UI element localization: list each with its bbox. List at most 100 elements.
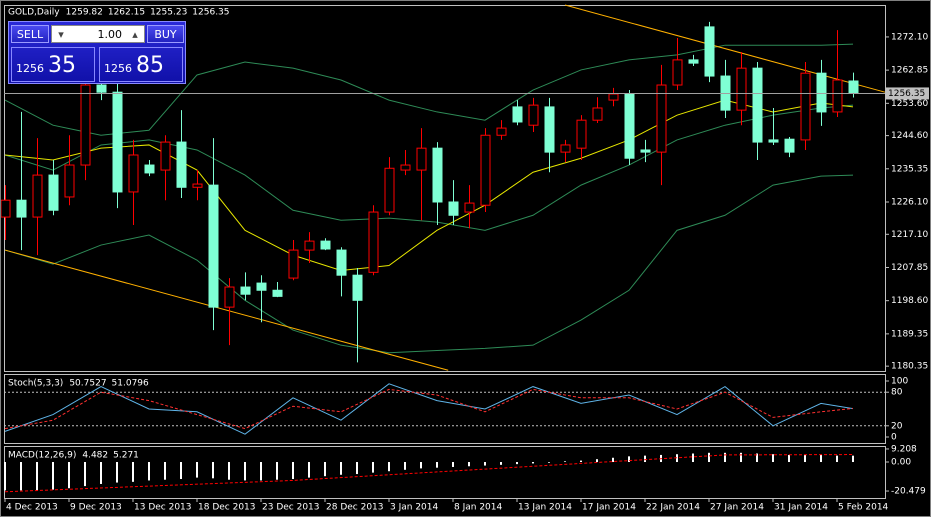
candle-body [96,84,107,93]
y-tick-label: 1253.60 [891,99,928,109]
stochastic-line [4,383,854,435]
y-tick-label: 0.00 [891,458,911,468]
macd-bar [420,462,422,469]
macd-bar [388,462,390,472]
sell-button[interactable]: SELL [11,25,49,43]
y-tick-label: 1272.10 [891,32,928,42]
y-tick-label: 1198.60 [891,296,928,306]
header-value: 4.482 [82,451,108,461]
candle-body [560,144,571,153]
macd-bar [468,462,470,467]
header-value: 5.271 [113,451,139,461]
stochastic-line [4,388,854,430]
candle-body [368,211,379,273]
macd-bar [212,462,214,479]
candle-body [752,67,763,143]
y-tick-label: 1217.10 [891,230,928,240]
candle-body [48,174,59,211]
candle-body [240,286,251,295]
candle-body [64,164,75,198]
candle-body [656,84,667,153]
macd-bar [852,455,854,463]
macd-bar [276,462,278,480]
y-tick-label: 0 [891,433,897,443]
candle-body [320,240,331,250]
bid-pips: 35 [48,53,76,78]
candle-body [608,93,619,101]
macd-bar [308,462,310,478]
candle-body [256,282,267,291]
candle-body [336,249,347,276]
y-tick-label: 1180.35 [891,362,928,372]
macd-bar [164,462,166,480]
macd-bar [68,462,70,489]
candle-body [400,164,411,171]
y-tick-label: 20 [891,421,903,431]
candle-body [640,149,651,153]
candle-body [688,59,699,64]
candle-body [576,119,587,149]
y-tick-label: 100 [891,377,908,387]
buy-button[interactable]: BUY [147,25,184,43]
bid-price[interactable]: 1256 35 [11,47,95,82]
candle-body [208,184,219,308]
candle-body [32,174,43,218]
header-value: 1256.35 [192,8,229,18]
bid-big: 1256 [16,62,44,75]
current-price-label: 1256.35 [888,89,925,99]
indicator-line [4,174,854,354]
macd-bar [564,461,566,463]
header-value: 1255.23 [150,8,187,18]
candle-body [592,107,603,121]
y-tick-label: 1189.35 [891,329,928,339]
candle-body [112,91,123,193]
macd-bar [644,455,646,463]
macd-bar [404,462,406,470]
x-tick-label: 5 Feb 2014 [838,503,889,513]
y-tick-label: 1235.35 [891,164,928,174]
macd-bar [116,462,118,483]
macd-bar [756,453,758,463]
indicator-title: Stoch(5,3,3) [8,379,63,389]
candle-body [672,59,683,86]
candle-body [128,154,139,193]
macd-signal [4,454,854,493]
macd-bar [244,462,246,481]
candle-body [800,72,811,141]
macd-bar [532,462,534,464]
x-tick-label: 13 Dec 2013 [134,503,192,513]
candle-body [544,106,555,153]
macd-bar [836,455,838,463]
candle-body [0,199,11,218]
macd-bar [500,462,502,465]
x-tick-label: 3 Jan 2014 [390,503,438,513]
x-tick-label: 31 Jan 2014 [774,503,828,513]
macd-bar [100,462,102,484]
macd-bar [372,462,374,473]
panel-border [4,374,886,444]
y-tick-label: 1244.60 [891,131,928,141]
macd-bar [596,459,598,463]
increase-lot[interactable]: ▴ [132,28,138,41]
macd-bar [4,462,6,491]
x-tick-label: 4 Dec 2013 [6,503,58,513]
macd-bar [820,454,822,463]
candle-body [304,240,315,251]
candle-body [16,199,27,218]
macd-bar [20,462,22,491]
ask-price[interactable]: 1256 85 [99,47,183,82]
candle-body [384,167,395,213]
macd-bar [452,462,454,467]
macd-bar [708,452,710,463]
candle-body [832,79,843,113]
lot-input[interactable]: ▾ 1.00 ▴ [51,25,145,43]
macd-bar [740,452,742,463]
macd-bar [36,462,38,491]
one-click-trading-panel: SELL ▾ 1.00 ▴ BUY 1256 35 1256 85 [8,21,186,84]
decrease-lot[interactable]: ▾ [58,28,64,41]
y-tick-label: 1262.85 [891,66,928,76]
indicator-line [564,4,886,93]
candle-body [848,80,859,94]
candle-body [224,286,235,308]
